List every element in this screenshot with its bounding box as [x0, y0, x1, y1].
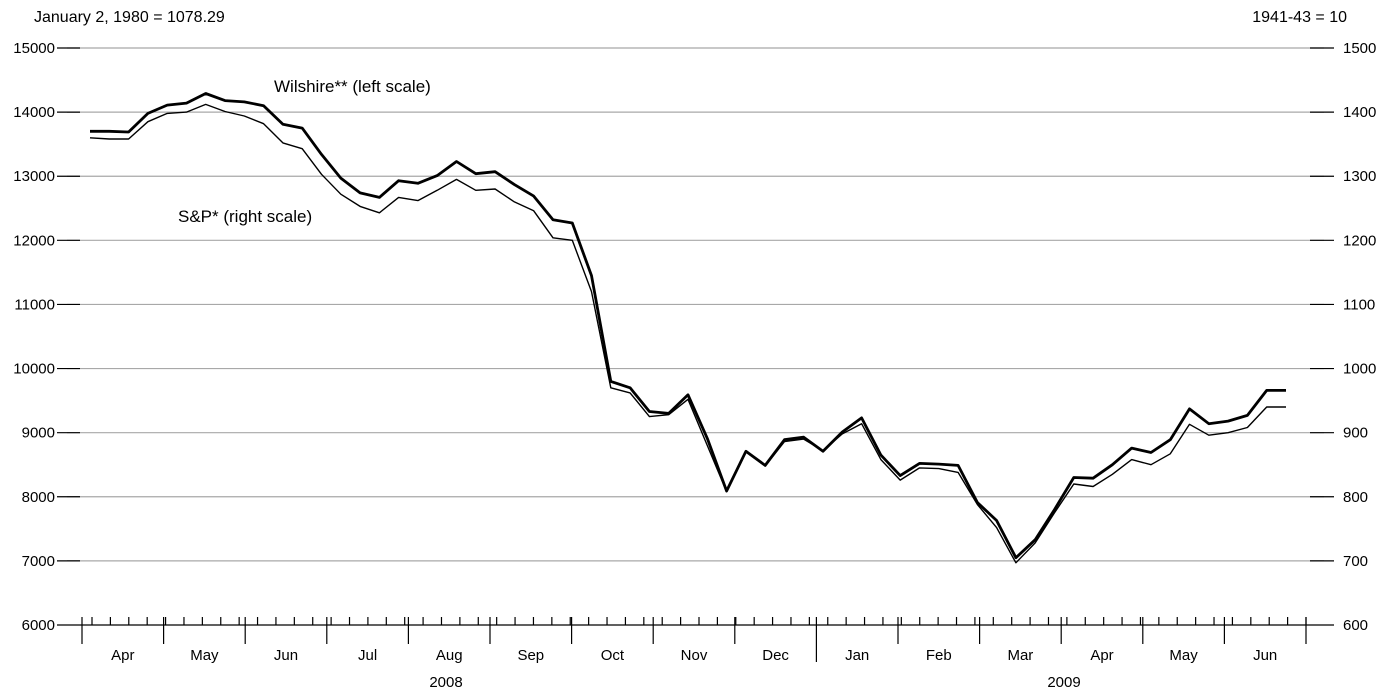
month-label: Oct [601, 647, 625, 664]
left-tick-label: 8000 [22, 489, 55, 506]
month-label: Sep [517, 647, 544, 664]
left-tick-label: 15000 [13, 40, 55, 57]
year-label: 2008 [429, 674, 462, 690]
right-tick-label: 1000 [1343, 361, 1376, 378]
month-label: May [1169, 647, 1198, 664]
axes: 6000 7000 8000 9000 10000 11000 12000 13000 1400… [13, 40, 1376, 690]
left-tick-label: 13000 [13, 168, 55, 185]
month-label: Apr [111, 647, 134, 664]
month-label: Aug [436, 647, 463, 664]
month-label: Jun [1253, 647, 1277, 664]
month-label: Apr [1090, 647, 1113, 664]
month-label: Mar [1007, 647, 1033, 664]
right-tick-label: 900 [1343, 425, 1368, 442]
series-label-wilshire: Wilshire** (left scale) [274, 77, 431, 96]
month-label: May [190, 647, 219, 664]
month-label: Dec [762, 647, 789, 664]
series-lines [89, 92, 1286, 564]
left-tick-label: 11000 [14, 296, 55, 313]
series-labels: Wilshire** (left scale) S&P* (right scal… [178, 77, 431, 226]
gridlines [67, 47, 1324, 562]
right-tick-label: 800 [1343, 489, 1368, 506]
right-tick-label: 1100 [1343, 296, 1375, 313]
month-label: Jul [358, 647, 377, 664]
right-axis-note: 1941-43 = 10 [1252, 9, 1347, 26]
right-tick-label: 1400 [1343, 104, 1376, 121]
right-tick-label: 700 [1343, 553, 1368, 570]
month-label: Jan [845, 647, 869, 664]
left-tick-label: 6000 [22, 617, 55, 634]
month-label: Nov [681, 647, 708, 664]
series-line-wilshire [90, 92, 1286, 560]
right-tick-label: 1200 [1343, 232, 1376, 249]
month-label: Jun [274, 647, 298, 664]
left-axis-note: January 2, 1980 = 1078.29 [34, 9, 225, 26]
left-tick-label: 10000 [13, 361, 55, 378]
left-tick-label: 12000 [13, 232, 55, 249]
left-tick-label: 7000 [22, 553, 55, 570]
year-label: 2009 [1047, 674, 1080, 690]
left-tick-label: 14000 [13, 104, 55, 121]
left-tick-label: 9000 [22, 425, 55, 442]
series-label-sp: S&P* (right scale) [178, 207, 312, 226]
right-tick-label: 600 [1343, 617, 1368, 634]
right-tick-label: 1500 [1343, 40, 1376, 57]
right-tick-label: 1300 [1343, 168, 1376, 185]
series-line-sp [89, 103, 1286, 564]
month-label: Feb [926, 647, 952, 664]
